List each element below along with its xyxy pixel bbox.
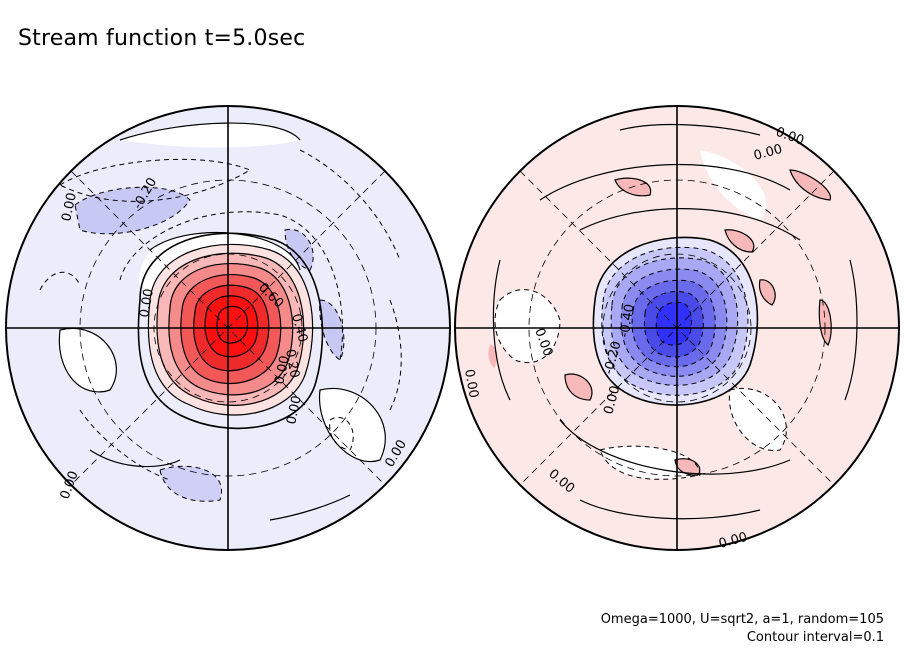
right-panel-border <box>454 105 900 551</box>
right-contour-line <box>579 499 761 520</box>
right-contour-line <box>789 169 831 201</box>
right-dashed-contour <box>728 388 787 451</box>
left-contour-line <box>216 305 249 344</box>
right-dashed-contour <box>599 445 701 480</box>
right-hemisphere-panel <box>455 106 899 550</box>
right-contour-line <box>724 229 755 253</box>
left-blue-patch <box>319 300 344 360</box>
left-dashed-contour <box>159 465 223 502</box>
left-dashed-contour <box>59 158 252 202</box>
left-contour-line <box>318 387 386 463</box>
contour-label: 0.00 <box>59 191 80 222</box>
contour-label: 0.20 <box>282 348 302 379</box>
right-contour-line <box>818 299 832 346</box>
left-blue-patch <box>160 466 222 502</box>
right-blue-level <box>656 302 692 345</box>
right-contour-line <box>674 458 701 476</box>
plot-title: Stream function t=5.0sec <box>18 26 306 51</box>
left-dashed-contour <box>389 299 402 411</box>
left-hemisphere-panel <box>6 106 450 550</box>
left-blue-patch <box>285 229 314 270</box>
contour-interval-caption: Contour interval=0.1 <box>746 630 884 645</box>
left-dashed-contour <box>79 409 171 481</box>
contour-label: 0.00 <box>461 368 481 399</box>
right-contour-line <box>539 164 791 201</box>
contour-label: -0.40 <box>617 303 638 339</box>
right-dashed-contour <box>643 291 704 358</box>
contour-label: 0.00 <box>284 394 305 425</box>
right-contour-line <box>758 279 776 306</box>
right-contour-line <box>492 259 511 401</box>
right-contour-line <box>579 208 801 241</box>
left-dashed-contour <box>39 271 81 291</box>
left-contour-line <box>89 449 181 468</box>
right-contour-line <box>564 373 593 401</box>
right-contour-line <box>592 236 759 406</box>
left-contour-line <box>168 262 294 396</box>
right-contour-line <box>559 419 791 475</box>
left-white-region <box>319 388 386 462</box>
contour-label: 0.00 <box>272 354 293 385</box>
right-red-patch <box>565 374 592 400</box>
left-contour-line <box>147 243 314 416</box>
right-red-patch <box>759 279 776 305</box>
right-dashed-contour <box>620 268 728 377</box>
left-contour-line <box>269 494 351 521</box>
left-contour-line <box>137 232 324 430</box>
left-contour-line <box>193 284 270 372</box>
left-dashed-contour <box>329 416 354 451</box>
right-dashed-contour <box>610 257 739 386</box>
contour-label: 0.00 <box>137 288 157 319</box>
left-dashed-contour <box>74 186 191 235</box>
contour-label: 0.40 <box>288 312 310 344</box>
left-contour-line <box>119 122 301 141</box>
right-red-patch <box>725 229 754 252</box>
left-panel-border <box>5 105 451 551</box>
right-contour-line <box>619 123 761 136</box>
right-contour-line <box>614 177 652 197</box>
left-contour-line <box>180 274 282 385</box>
left-red-level <box>205 295 258 357</box>
left-white-region <box>59 328 117 392</box>
left-dashed-contour <box>284 228 314 271</box>
parameter-caption: Omega=1000, U=sqrt2, a=1, random=105 <box>600 612 884 627</box>
right-contour-line <box>844 259 858 401</box>
left-contour-line <box>149 232 301 271</box>
left-contour-line <box>58 327 117 393</box>
right-dashed-contour <box>494 289 561 364</box>
left-dashed-contour <box>299 149 401 261</box>
contour-label: 0.00 <box>717 530 749 552</box>
right-white-region <box>729 388 787 451</box>
right-red-patch <box>790 170 831 200</box>
right-white-region <box>495 289 560 363</box>
left-dashed-contour <box>119 211 343 361</box>
contour-label: 0.00 <box>601 384 623 416</box>
right-white-region <box>600 446 700 480</box>
right-dashed-contour <box>631 279 716 368</box>
left-contour-line <box>156 252 305 406</box>
contour-label: 0.00 <box>752 142 784 164</box>
